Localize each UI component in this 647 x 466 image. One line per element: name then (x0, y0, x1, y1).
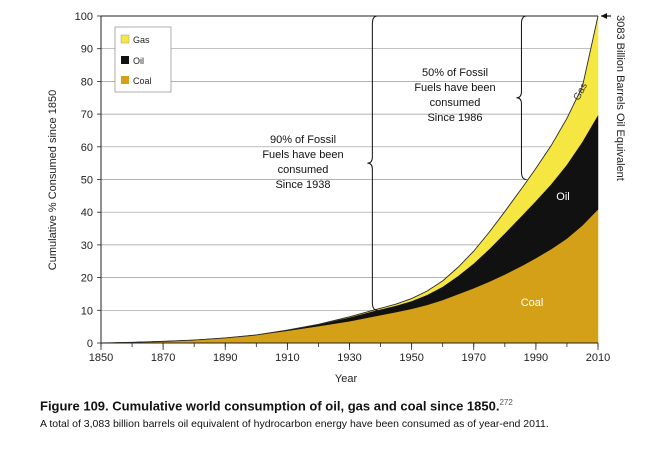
legend-label-coal: Coal (133, 76, 152, 86)
y-tick-label-100: 100 (75, 11, 93, 23)
y-tick-label-90: 90 (81, 44, 93, 56)
right-axis-label: 3083 Billion Barrels Oil Equivalent (614, 15, 626, 181)
x-tick-label-1870: 1870 (151, 352, 175, 364)
legend: Gas Oil Coal (114, 26, 172, 93)
legend-swatch-oil (121, 56, 129, 64)
y-tick-label-40: 40 (81, 207, 93, 219)
y-tick-label-50: 50 (81, 175, 93, 187)
left-brace-line-3: consumed (278, 164, 329, 176)
x-tick-label-1910: 1910 (275, 352, 299, 364)
x-tick-label-1890: 1890 (213, 352, 237, 364)
brace-since-1986 (516, 15, 527, 180)
left-brace-line-2: Fuels have been (262, 149, 343, 161)
left-brace-line-1: 90% of Fossil (270, 134, 336, 146)
left-brace-line-4: Since 1938 (275, 179, 330, 191)
right-brace-line-1: 50% of Fossil (422, 67, 488, 79)
y-tick-label-0: 0 (87, 338, 93, 350)
left-brace-annotation: 90% of Fossil Fuels have been consumed S… (262, 134, 343, 191)
right-brace-line-3: consumed (430, 97, 481, 109)
legend-label-gas: Gas (133, 35, 150, 45)
y-tick-label-80: 80 (81, 76, 93, 88)
oil-area-label: Oil (556, 191, 569, 203)
legend-swatch-coal (121, 76, 129, 84)
coal-area-label: Coal (521, 297, 544, 309)
legend-swatch-gas (120, 34, 130, 44)
top-right-arrow (601, 13, 611, 19)
x-tick-label-1990: 1990 (524, 352, 548, 364)
total-line (100, 15, 599, 344)
brace-since-1938 (367, 15, 378, 311)
right-brace-line-2: Fuels have been (414, 82, 495, 94)
x-tick-label-1930: 1930 (337, 352, 361, 364)
y-tick-label-10: 10 (81, 305, 93, 317)
x-tick-label-2010: 2010 (586, 352, 610, 364)
right-brace-line-4: Since 1986 (427, 112, 482, 124)
y-axis-label: Cumulative % Consumed since 1850 (47, 90, 59, 270)
caption-title-text: Figure 109. Cumulative world consumption… (40, 398, 500, 414)
y-tick-label-20: 20 (81, 273, 93, 285)
y-tick-label-30: 30 (81, 240, 93, 252)
x-axis-label: Year (335, 373, 358, 385)
legend-label-oil: Oil (133, 56, 144, 66)
x-tick-label-1850: 1850 (89, 352, 113, 364)
x-tick-labels: 1850 1870 1890 1910 1930 1950 1970 1990 2010 (89, 343, 610, 364)
figure-caption-title: Figure 109. Cumulative world consumption… (40, 398, 513, 413)
figure-caption-text: A total of 3,083 billion barrels oil equ… (40, 418, 549, 430)
stacked-areas (100, 15, 599, 344)
braces (367, 15, 527, 311)
x-tick-label-1970: 1970 (462, 352, 486, 364)
right-brace-annotation: 50% of Fossil Fuels have been consumed S… (414, 67, 495, 124)
caption-ref: 272 (499, 398, 513, 407)
x-tick-label-1950: 1950 (399, 352, 423, 364)
y-tick-label-60: 60 (81, 142, 93, 154)
y-tick-label-70: 70 (81, 109, 93, 121)
y-tick-labels: 0 10 20 30 40 50 60 70 80 90 100 (75, 11, 101, 350)
